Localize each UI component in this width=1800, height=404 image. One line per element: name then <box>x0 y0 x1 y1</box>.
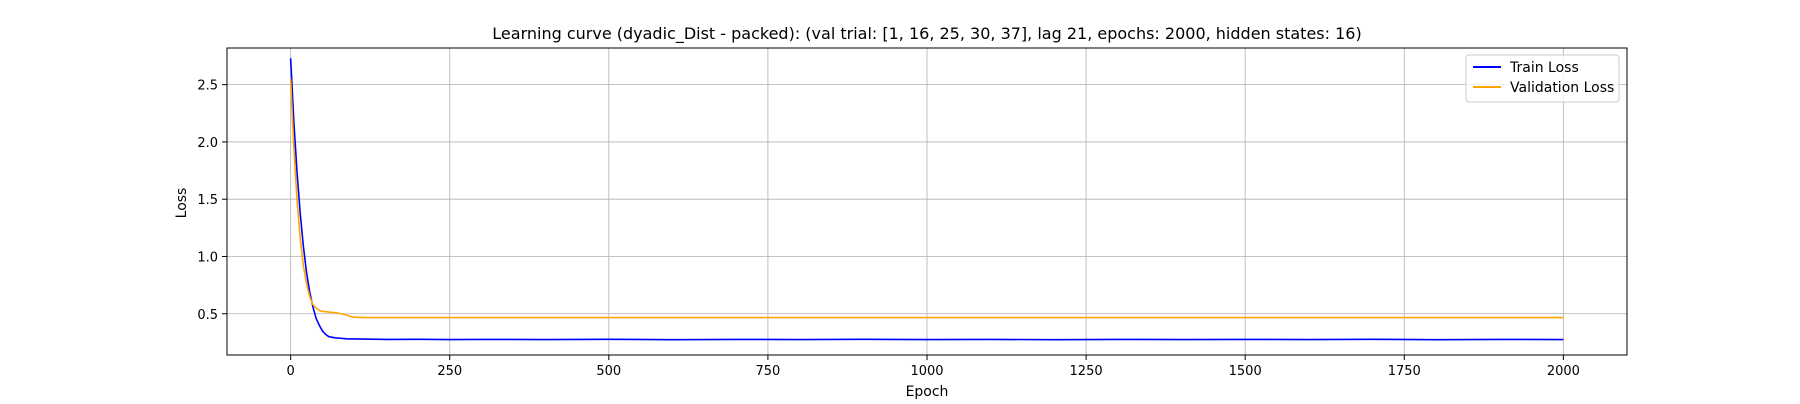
x-tick-label: 2000 <box>1547 364 1580 379</box>
y-tick-label: 2.5 <box>197 79 218 94</box>
x-tick-label: 1750 <box>1388 364 1421 379</box>
x-tick-label: 750 <box>755 364 780 379</box>
series-line-train-loss <box>289 58 1564 341</box>
legend-label-validation-loss: Validation Loss <box>1510 80 1614 96</box>
x-axis-label: Epoch <box>906 384 949 400</box>
chart-legend: Train Loss Validation Loss <box>1465 54 1620 103</box>
x-tick-label: 500 <box>596 364 621 379</box>
x-tick-label: 1250 <box>1070 364 1103 379</box>
y-tick-label: 1.5 <box>197 193 218 208</box>
legend-label-train-loss: Train Loss <box>1509 60 1579 76</box>
y-tick-label: 2.0 <box>197 136 218 151</box>
chart-title: Learning curve (dyadic_Dist - packed): (… <box>492 24 1361 44</box>
y-tick-label: 0.5 <box>197 308 218 323</box>
axis-ticks: 0 250 500 750 1000 1250 1500 1750 2000 0.5 1.0 1.5 2… <box>197 79 1580 379</box>
x-tick-label: 1000 <box>910 364 943 379</box>
legend-box <box>1465 54 1620 103</box>
x-tick-label: 1500 <box>1229 364 1262 379</box>
x-tick-label: 250 <box>437 364 462 379</box>
y-axis-label: Loss <box>174 188 190 219</box>
y-tick-label: 1.0 <box>197 250 218 265</box>
series-lines <box>289 58 1564 341</box>
x-tick-label: 0 <box>286 364 294 379</box>
series-line-validation-loss <box>289 78 1564 319</box>
